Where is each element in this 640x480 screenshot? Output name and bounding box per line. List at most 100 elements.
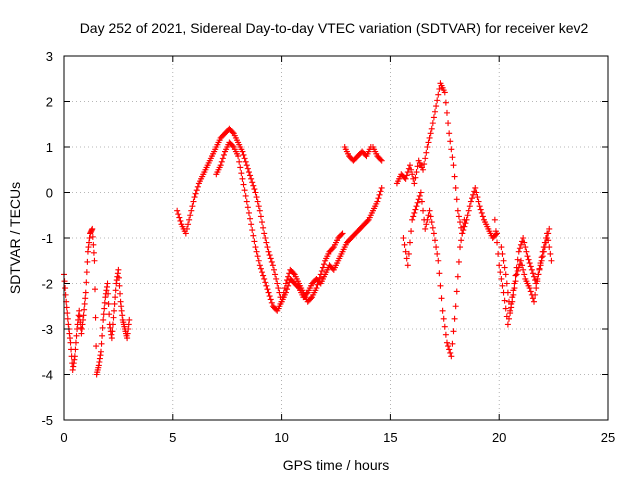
data-point xyxy=(265,248,272,255)
data-point xyxy=(467,198,474,205)
data-point xyxy=(432,237,439,244)
data-point xyxy=(517,257,524,264)
data-point xyxy=(527,263,534,270)
data-point xyxy=(245,209,252,216)
data-point xyxy=(447,349,454,356)
data-point xyxy=(90,241,97,248)
data-point xyxy=(500,257,507,264)
data-point xyxy=(116,282,123,289)
data-point xyxy=(240,181,247,188)
data-point xyxy=(464,212,471,219)
data-point xyxy=(274,280,281,287)
data-point xyxy=(460,223,467,230)
data-point xyxy=(229,142,236,149)
data-point xyxy=(99,332,106,339)
data-point xyxy=(191,194,198,201)
data-point xyxy=(450,162,457,169)
data-point xyxy=(90,249,97,256)
data-point xyxy=(546,225,553,232)
data-point xyxy=(540,248,547,255)
data-point xyxy=(404,262,411,269)
data-point xyxy=(265,289,272,296)
data-point xyxy=(111,307,118,314)
data-point xyxy=(241,155,248,162)
data-point xyxy=(252,189,259,196)
data-point xyxy=(217,162,224,169)
data-point xyxy=(264,286,271,293)
data-point xyxy=(403,172,410,179)
data-point xyxy=(183,225,190,232)
data-point xyxy=(374,198,381,205)
data-point xyxy=(240,151,247,158)
data-point xyxy=(254,198,261,205)
data-point xyxy=(453,196,460,203)
data-point xyxy=(445,343,452,350)
data-point xyxy=(190,198,197,205)
data-point xyxy=(408,228,415,235)
data-point xyxy=(453,288,460,295)
data-point xyxy=(218,158,225,165)
data-point xyxy=(423,149,430,156)
data-point xyxy=(544,235,551,241)
data-point xyxy=(409,216,416,223)
y-tick-labels: -5 -4 -3 -2 -1 0 1 2 3 xyxy=(41,49,53,428)
data-point xyxy=(256,262,263,269)
data-point xyxy=(535,271,542,278)
data-point xyxy=(267,255,274,262)
data-point xyxy=(318,267,325,274)
data-point xyxy=(267,296,274,303)
data-point xyxy=(519,262,526,269)
data-point xyxy=(446,130,453,137)
data-point xyxy=(115,274,122,281)
data-point xyxy=(252,244,259,251)
data-point xyxy=(476,203,483,210)
data-point xyxy=(459,230,466,237)
data-point xyxy=(548,257,555,264)
data-point xyxy=(449,340,456,347)
data-point xyxy=(520,266,527,273)
data-point xyxy=(376,191,383,198)
data-point xyxy=(439,307,446,314)
data-points xyxy=(61,80,555,378)
data-point xyxy=(106,311,113,318)
data-point xyxy=(319,264,326,271)
data-point xyxy=(455,213,462,220)
data-point xyxy=(262,279,269,286)
data-point xyxy=(454,273,461,280)
data-point xyxy=(531,273,538,280)
data-point xyxy=(91,257,98,264)
x-tick-label: 5 xyxy=(169,430,176,445)
data-point xyxy=(98,340,105,347)
data-point xyxy=(423,221,430,228)
data-point xyxy=(533,280,540,287)
data-point xyxy=(428,219,435,226)
data-point xyxy=(275,285,282,292)
data-point xyxy=(250,232,257,239)
data-point xyxy=(77,324,84,331)
data-point xyxy=(413,203,420,210)
data-point xyxy=(527,288,534,295)
y-tick-label: -3 xyxy=(41,322,53,337)
y-tick-label: -5 xyxy=(41,413,53,428)
data-point xyxy=(436,270,443,277)
data-point xyxy=(245,169,252,176)
data-point xyxy=(494,239,501,246)
data-point xyxy=(435,257,442,264)
data-point xyxy=(112,294,119,301)
data-point xyxy=(72,339,79,346)
data-point xyxy=(426,207,433,214)
data-point xyxy=(497,269,504,276)
data-point xyxy=(249,179,256,186)
data-point xyxy=(422,225,429,232)
data-point xyxy=(268,299,275,306)
x-tick-label: 15 xyxy=(383,430,397,445)
data-point xyxy=(108,335,115,342)
data-point xyxy=(263,282,270,289)
data-point xyxy=(193,187,200,194)
data-point xyxy=(262,235,269,241)
data-point xyxy=(314,281,321,288)
data-point xyxy=(416,192,423,199)
data-point xyxy=(402,175,409,182)
axis-ticks xyxy=(63,55,609,421)
